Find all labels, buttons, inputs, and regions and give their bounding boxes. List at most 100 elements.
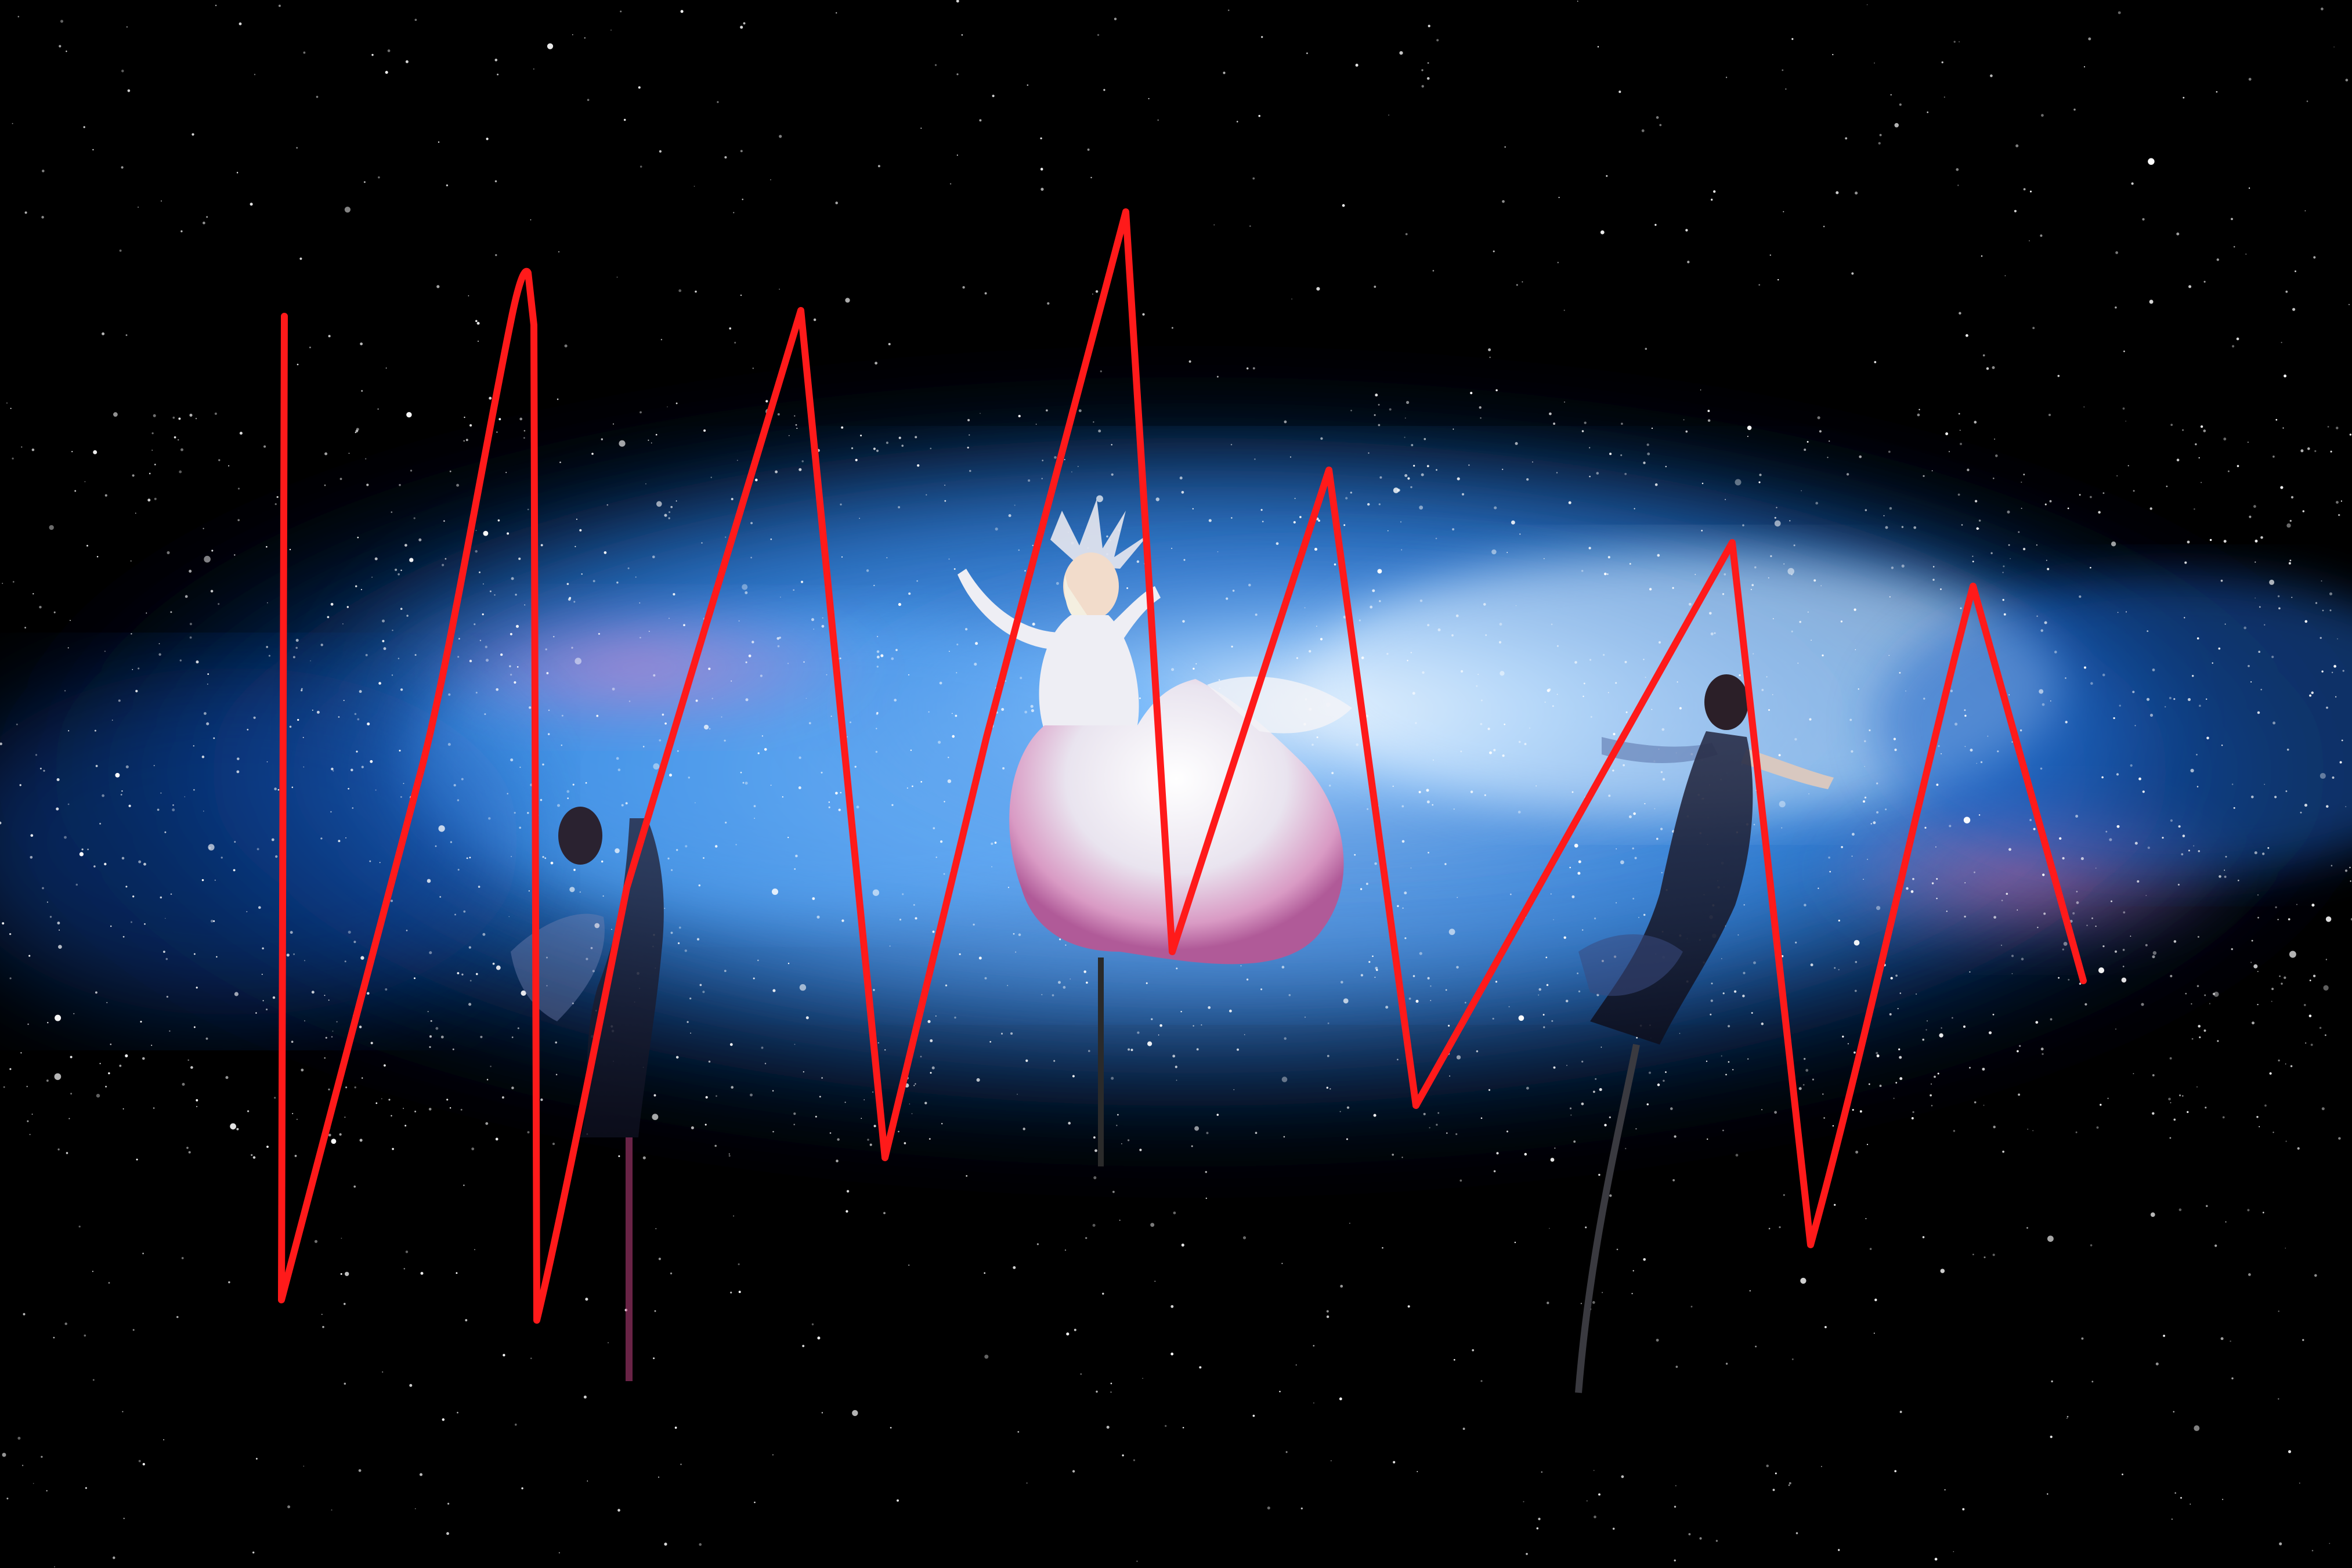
star xyxy=(876,713,879,716)
star xyxy=(1476,685,1478,687)
star xyxy=(166,995,169,998)
star xyxy=(1997,750,1999,753)
star xyxy=(852,1410,858,1417)
star xyxy=(1343,615,1346,619)
star xyxy=(1128,1048,1130,1051)
star xyxy=(813,628,815,630)
star xyxy=(1171,668,1175,671)
star xyxy=(93,865,96,868)
star xyxy=(449,470,451,472)
star xyxy=(142,1057,145,1060)
star xyxy=(485,659,489,662)
star xyxy=(1248,583,1251,587)
star xyxy=(430,1020,432,1022)
star xyxy=(1427,624,1430,627)
star xyxy=(1911,1117,1914,1119)
star xyxy=(2198,850,2201,852)
star xyxy=(41,1455,43,1458)
star xyxy=(442,1418,445,1421)
star xyxy=(1569,866,1571,869)
star xyxy=(1931,470,1933,472)
star xyxy=(1544,702,1546,703)
star xyxy=(1511,520,1515,525)
star xyxy=(761,1046,764,1049)
star xyxy=(480,1035,483,1038)
star xyxy=(1924,826,1927,829)
star xyxy=(1804,904,1807,906)
star xyxy=(2291,597,2293,598)
star xyxy=(172,416,175,419)
star xyxy=(515,594,517,596)
star xyxy=(153,1107,155,1109)
star xyxy=(1000,1032,1003,1035)
star xyxy=(483,530,489,536)
star xyxy=(30,834,34,837)
star xyxy=(360,588,362,590)
star xyxy=(548,709,550,711)
star xyxy=(1783,211,1784,212)
star xyxy=(670,1272,673,1275)
star xyxy=(1753,823,1755,826)
star xyxy=(821,771,823,774)
star xyxy=(246,911,248,913)
star xyxy=(1974,500,1978,503)
star xyxy=(214,412,217,415)
star xyxy=(877,1042,879,1044)
star xyxy=(21,446,23,448)
star xyxy=(973,923,975,926)
star xyxy=(2008,848,2011,851)
star xyxy=(2329,1542,2331,1544)
star xyxy=(1943,96,1945,98)
star xyxy=(392,629,393,631)
star xyxy=(476,321,480,325)
star xyxy=(1480,1117,1483,1119)
star xyxy=(839,657,841,660)
star xyxy=(2149,713,2154,717)
star xyxy=(446,1532,449,1536)
star xyxy=(567,797,569,799)
star xyxy=(587,99,590,102)
star xyxy=(667,857,670,860)
star xyxy=(1675,1365,1678,1368)
star xyxy=(2309,980,2311,981)
star xyxy=(2002,572,2004,573)
star xyxy=(331,1036,333,1038)
star xyxy=(708,667,711,670)
star xyxy=(511,856,512,857)
star xyxy=(1768,709,1770,711)
star xyxy=(678,289,682,292)
star xyxy=(206,722,209,725)
star xyxy=(2289,559,2292,562)
star xyxy=(1526,1086,1529,1090)
star xyxy=(261,973,263,976)
star xyxy=(2040,767,2043,770)
star xyxy=(1783,563,1785,565)
star xyxy=(945,984,948,987)
star xyxy=(877,165,880,168)
star xyxy=(566,790,570,793)
star xyxy=(1802,1083,1805,1086)
star xyxy=(1412,975,1415,977)
star xyxy=(2169,1137,2172,1139)
star xyxy=(2037,927,2039,928)
star xyxy=(465,1319,468,1321)
star xyxy=(295,638,299,642)
star xyxy=(2098,511,2101,514)
star xyxy=(1422,671,1425,674)
star xyxy=(1182,1426,1184,1429)
star xyxy=(1254,458,1256,460)
star xyxy=(1498,641,1502,644)
star xyxy=(897,1499,899,1502)
star xyxy=(611,928,612,930)
star xyxy=(628,700,631,702)
star xyxy=(131,921,132,923)
star xyxy=(1518,1015,1524,1021)
star xyxy=(659,739,662,742)
star xyxy=(1761,1109,1763,1111)
star xyxy=(1770,555,1772,558)
star xyxy=(359,1139,363,1142)
star xyxy=(1915,993,1917,995)
star xyxy=(320,644,323,646)
star xyxy=(1139,697,1141,699)
star xyxy=(207,683,208,685)
